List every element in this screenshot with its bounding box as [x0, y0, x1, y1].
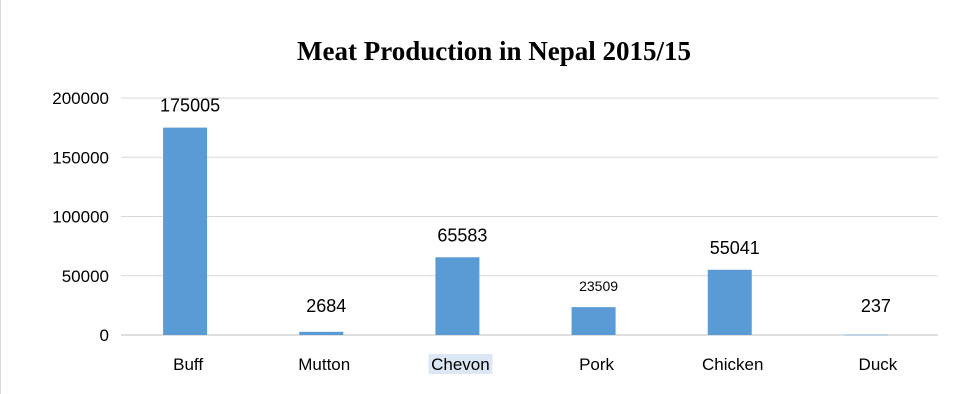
y-tick-label: 150000 — [52, 148, 109, 167]
y-axis-ticks: 0 50000 100000 150000 200000 — [52, 89, 109, 345]
category-label-mutton: Mutton — [298, 355, 350, 374]
bar-chevon — [435, 257, 480, 335]
data-labels: 175005 2684 65583 23509 55041 237 — [160, 96, 891, 316]
data-label-mutton: 2684 — [306, 296, 346, 316]
y-tick-label: 100000 — [52, 208, 109, 227]
bar-duck — [843, 334, 888, 336]
data-label-chicken: 55041 — [710, 238, 760, 258]
bar-pork — [571, 307, 616, 335]
data-label-duck: 237 — [861, 296, 891, 316]
category-highlight — [428, 354, 493, 374]
data-label-chevon: 65583 — [437, 225, 487, 245]
category-labels: Buff Mutton Chevon Pork Chicken Duck — [173, 354, 898, 374]
y-tick-label: 200000 — [52, 89, 109, 108]
bars — [163, 127, 888, 336]
category-label-buff: Buff — [173, 355, 203, 374]
data-label-buff: 175005 — [160, 96, 220, 116]
category-label-chicken: Chicken — [702, 355, 763, 374]
category-label-pork: Pork — [579, 355, 614, 374]
chart-title: Meat Production in Nepal 2015/15 — [297, 36, 691, 66]
y-tick-label: 0 — [100, 326, 109, 345]
bar-buff — [163, 127, 208, 335]
y-tick-label: 50000 — [62, 267, 109, 286]
category-label-duck: Duck — [859, 355, 898, 374]
data-label-pork: 23509 — [579, 278, 618, 294]
bar-mutton — [299, 331, 344, 335]
category-label-chevon: Chevon — [431, 355, 490, 374]
bar-chicken — [707, 269, 752, 335]
gridlines — [121, 97, 938, 336]
